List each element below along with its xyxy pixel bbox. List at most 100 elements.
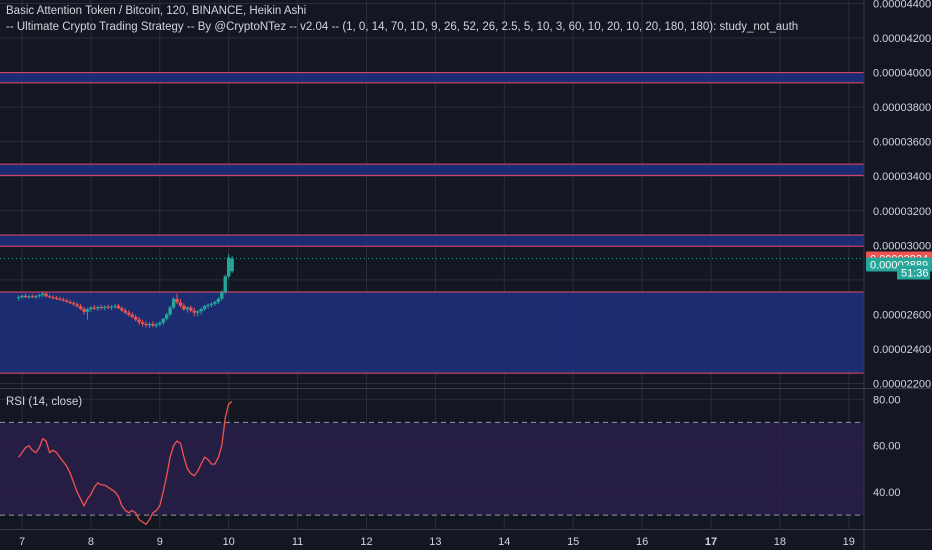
candle-body: [82, 308, 86, 312]
candle-body: [68, 301, 72, 304]
candle-body: [30, 296, 35, 298]
candle-body: [37, 295, 41, 297]
candle-body: [96, 307, 100, 309]
candle-body: [185, 307, 190, 310]
rsi-axis-ticks[interactable]: 80.00 60.00 40.00: [873, 394, 901, 499]
time-tick-label: 13: [429, 536, 441, 548]
rsi-background: [0, 421, 864, 516]
rsi-label[interactable]: RSI (14, close): [6, 396, 83, 408]
candle-body: [164, 314, 169, 319]
candle-body: [16, 297, 21, 299]
price-tick-label: 0.00004000: [873, 68, 931, 80]
candle-body: [47, 296, 52, 298]
price-tick-label: 0.00002200: [873, 379, 931, 391]
zone-fill: [0, 234, 864, 247]
candle-body: [65, 300, 69, 302]
rsi-series: [18, 401, 233, 526]
candle-body: [216, 298, 221, 302]
candle-body: [202, 306, 207, 309]
candle-body: [130, 314, 134, 318]
candle-body: [171, 298, 176, 308]
candle-body: [106, 306, 110, 308]
time-tick-label: 17: [705, 536, 717, 548]
candle-body: [144, 323, 148, 326]
time-tick-label: 8: [88, 536, 94, 548]
candle-body: [51, 297, 55, 299]
candle-body: [113, 305, 117, 307]
candle-body: [75, 304, 79, 307]
candle-body: [230, 258, 234, 272]
time-tick-label: 19: [843, 536, 855, 548]
candle-body: [209, 303, 214, 305]
candle-body: [127, 312, 131, 315]
zone-fill: [0, 291, 864, 374]
rsi-tick-label: 40.00: [873, 487, 901, 499]
candle-body: [195, 311, 200, 313]
candle-body: [189, 307, 193, 311]
price-tick-label: 0.00002400: [873, 344, 931, 356]
candle-body: [61, 299, 66, 301]
candle-body: [206, 304, 210, 307]
candle-body: [220, 291, 224, 299]
candle-body: [154, 324, 159, 326]
chart-title[interactable]: Basic Attention Token / Bitcoin, 120, BI…: [6, 5, 307, 17]
price-axis-labels: 0.000029240.0000288951:36: [866, 251, 932, 280]
price-tick-label: 0.00003600: [873, 137, 931, 149]
candle-body: [116, 305, 121, 309]
candle-body: [137, 319, 141, 323]
candle-body: [27, 296, 31, 298]
time-tick-label: 9: [157, 536, 163, 548]
candle-body: [182, 305, 186, 310]
zone-fill: [0, 164, 864, 176]
resistance-support-zones: [0, 72, 864, 374]
time-tick-label: 18: [774, 536, 786, 548]
time-tick-label: 16: [636, 536, 648, 548]
rsi-tick-label: 60.00: [873, 441, 901, 453]
price-tick-label: 0.00003800: [873, 102, 931, 114]
price-tick-label: 0.00003400: [873, 171, 931, 183]
candle-body: [89, 307, 93, 310]
candle-body: [44, 293, 48, 297]
price-tick-label: 0.00004200: [873, 33, 931, 45]
candle-body: [147, 323, 152, 326]
candle-body: [20, 295, 24, 298]
candle-body: [175, 298, 179, 303]
price-tick-label: 0.00003000: [873, 240, 931, 252]
rsi-line: [18, 401, 233, 526]
countdown-badge: [897, 265, 930, 280]
candle-body: [78, 306, 83, 309]
candle-body: [192, 310, 196, 313]
time-axis-ticks[interactable]: 7 8 9 10 11 12 13 14 15 16 17 18 19: [19, 536, 855, 548]
candle-body: [85, 309, 90, 312]
indicator-legend[interactable]: -- Ultimate Crypto Trading Strategy -- B…: [6, 21, 799, 33]
candle-body: [23, 295, 28, 298]
time-tick-label: 7: [19, 536, 25, 548]
time-tick-label: 14: [498, 536, 510, 548]
candle-body: [178, 302, 183, 306]
time-tick-label: 10: [223, 536, 235, 548]
price-axis-ticks[interactable]: 0.00004400 0.00004200 0.00004000 0.00003800…: [873, 0, 931, 391]
candle-body: [99, 307, 103, 309]
price-tick-label: 0.00003200: [873, 206, 931, 218]
candle-body: [158, 322, 162, 325]
candle-body: [58, 298, 62, 300]
candle-body: [199, 308, 203, 312]
time-tick-label: 12: [360, 536, 372, 548]
candle-body: [140, 322, 145, 324]
candle-body: [54, 298, 59, 300]
candle-body: [109, 306, 114, 308]
candle-body: [102, 306, 107, 308]
candle-body: [161, 318, 165, 323]
rsi-tick-label: 80.00: [873, 394, 901, 406]
candle-body: [223, 276, 227, 292]
time-tick-label: 11: [292, 536, 303, 548]
candle-body: [151, 323, 155, 326]
zone-fill: [0, 72, 864, 83]
candle-body: [168, 307, 172, 315]
price-tick-label: 0.00004400: [873, 0, 931, 10]
time-tick-label: 15: [567, 536, 579, 548]
rsi-band: [0, 422, 864, 516]
candle-body: [213, 301, 217, 304]
